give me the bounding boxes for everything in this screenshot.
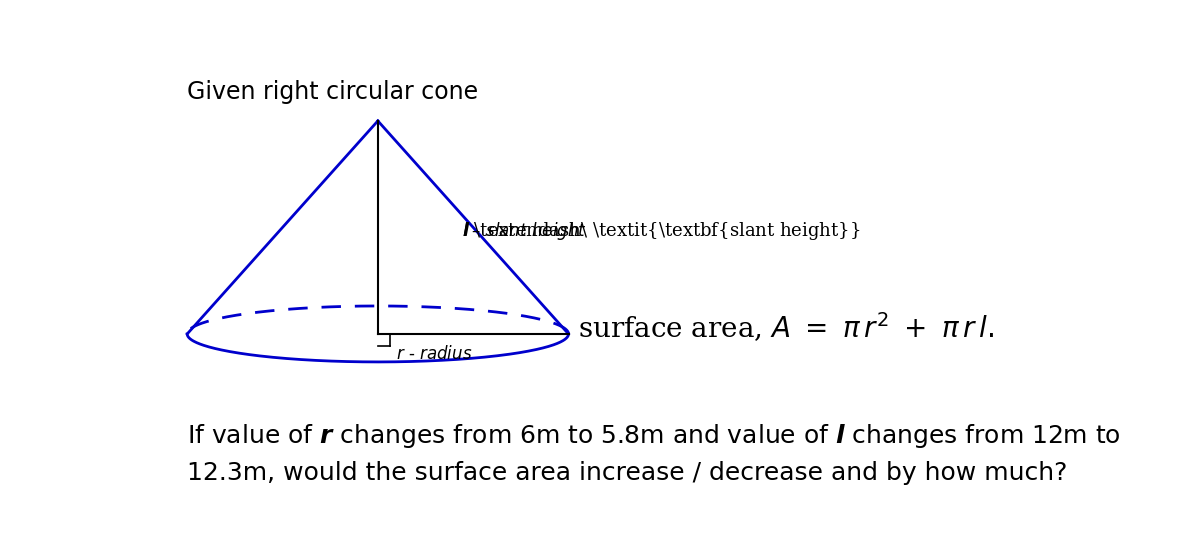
Text: Given right circular cone: Given right circular cone xyxy=(187,80,479,104)
Text: $\it{r}$ - $\bf{\it{radius}}$: $\it{r}$ - $\bf{\it{radius}}$ xyxy=(396,345,473,363)
Text: 12.3m, would the surface area increase / decrease and by how much?: 12.3m, would the surface area increase /… xyxy=(187,461,1068,485)
Text: surface area, $A\ =\ \pi\, r^2\ +\ \pi\, r\, l.$: surface area, $A\ =\ \pi\, r^2\ +\ \pi\,… xyxy=(578,311,994,344)
Text: If value of $\boldsymbol{r}$ changes from 6m to 5.8m and value of $\boldsymbol{l: If value of $\boldsymbol{r}$ changes fro… xyxy=(187,422,1121,450)
Text: $\it{l}$ – $\bf{\it{slant\ height}}$: $\it{l}$ – $\bf{\it{slant\ height}}$ xyxy=(462,220,587,241)
Text: $\boldsymbol{l}$ \textendash\ \textit{\textbf{slant height}}: $\boldsymbol{l}$ \textendash\ \textit{\t… xyxy=(462,220,860,241)
